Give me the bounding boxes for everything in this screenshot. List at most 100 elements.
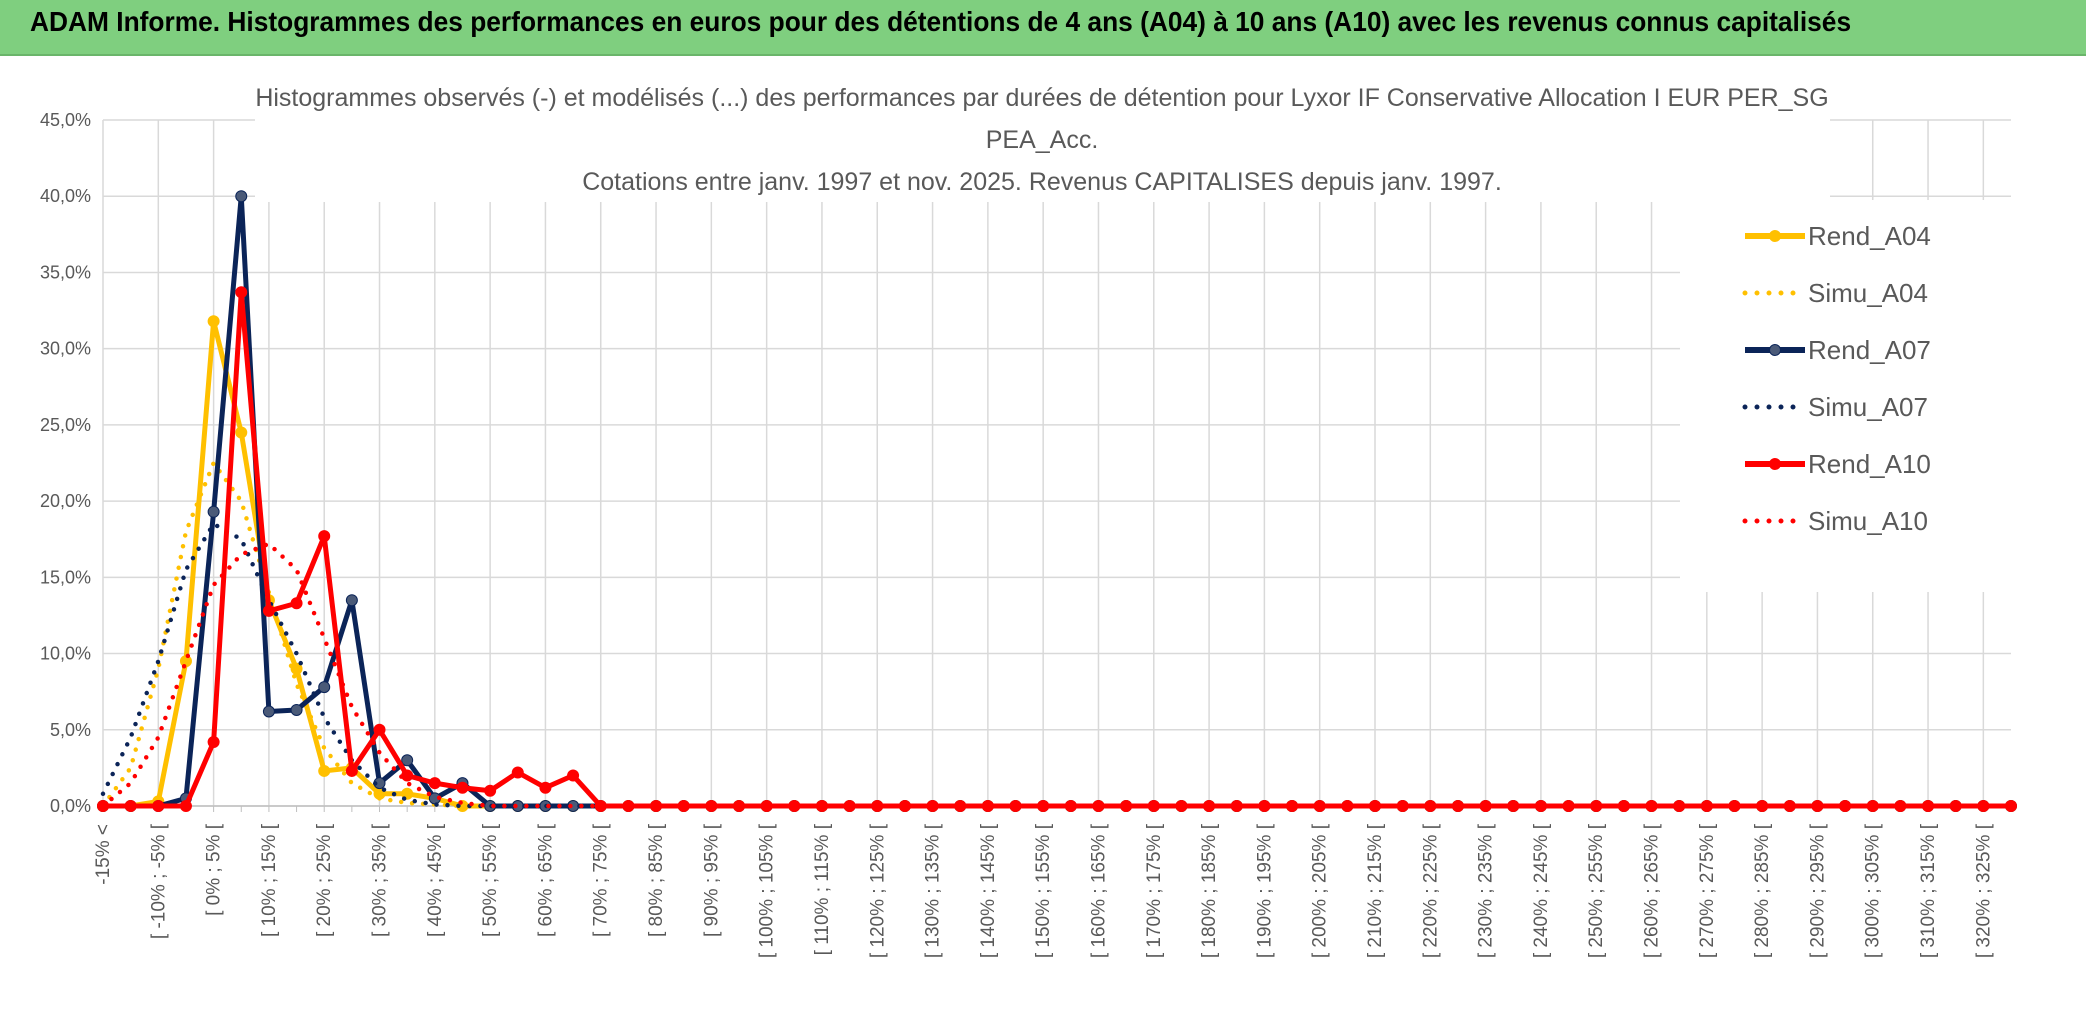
x-tick-label: [ 220% ; 225% [ <box>1420 823 1441 958</box>
x-tick-label: [ 70% ; 75% [ <box>591 823 612 937</box>
data-point <box>1534 800 1547 812</box>
x-tick-label: [ 80% ; 85% [ <box>646 823 667 937</box>
data-point <box>567 769 580 782</box>
data-point <box>179 800 192 812</box>
x-tick-label: [ 90% ; 95% [ <box>701 823 722 937</box>
data-point <box>235 190 248 203</box>
x-tick-label: [ 10% ; 15% [ <box>259 823 280 937</box>
x-tick-label: [ 260% ; 265% [ <box>1642 823 1663 958</box>
chart-title-line: Histogrammes observés (-) et modélisés (… <box>255 84 1828 112</box>
legend: Rend_A04 Simu_A04 Rend_A07 Simu_A07 Rend_A10… <box>1680 200 2020 592</box>
x-tick-label: [ 20% ; 25% [ <box>314 823 335 937</box>
x-tick-label: [ 200% ; 205% [ <box>1310 823 1331 958</box>
legend-item: Rend_A04 <box>1745 221 1931 251</box>
data-point <box>401 754 414 767</box>
legend-item: Rend_A07 <box>1745 335 1931 365</box>
x-tick-label: [ 310% ; 315% [ <box>1918 823 1939 958</box>
data-point <box>1507 800 1520 812</box>
legend-item: Simu_A07 <box>1742 392 1928 422</box>
data-point <box>262 604 275 617</box>
x-tick-label: [ 60% ; 65% [ <box>535 823 556 937</box>
x-tick-label: [ 160% ; 165% [ <box>1088 823 1109 958</box>
x-tick-label: [ 230% ; 235% [ <box>1476 823 1497 958</box>
legend-label: Rend_A07 <box>1808 335 1931 365</box>
x-tick-label: [ 40% ; 45% [ <box>425 823 446 937</box>
data-point <box>594 800 607 812</box>
data-point <box>456 781 469 794</box>
series-Simu_A04 <box>100 460 2014 809</box>
data-point <box>290 597 303 610</box>
series-line <box>100 460 2014 809</box>
x-tick-label: [ 210% ; 215% [ <box>1365 823 1386 958</box>
data-point <box>1617 800 1630 812</box>
legend-marker <box>1769 344 1781 356</box>
x-axis: -15% < [ -10% ; -5% [ [ 0% ; 5% [ [ 10% ; 1… <box>93 806 2012 958</box>
data-point <box>152 800 165 812</box>
data-point <box>235 426 248 439</box>
data-point <box>207 315 220 328</box>
report-title: ADAM Informe. Histogrammes des performan… <box>30 6 1852 37</box>
data-point <box>124 800 137 812</box>
y-tick-label: 10,0% <box>40 644 91 664</box>
data-point <box>1590 800 1603 812</box>
legend-item: Simu_A10 <box>1742 506 1928 536</box>
chart-title-line: Cotations entre janv. 1997 et nov. 2025.… <box>582 168 1502 196</box>
data-point <box>511 766 524 779</box>
data-point <box>318 681 331 694</box>
y-axis: 0,0% 5,0% 10,0% 15,0% 20,0% 25,0% 30,0% 35,0% 40… <box>40 110 91 816</box>
y-tick-label: 5,0% <box>50 720 91 740</box>
data-point <box>207 735 220 748</box>
data-point <box>622 800 635 812</box>
x-tick-label: [ 30% ; 35% [ <box>370 823 391 937</box>
data-point <box>373 723 386 736</box>
x-tick-label: [ 180% ; 185% [ <box>1199 823 1220 958</box>
data-point <box>2005 800 2017 812</box>
x-tick-label: [ 320% ; 325% [ <box>1973 823 1994 958</box>
x-tick-label: [ 190% ; 195% [ <box>1254 823 1275 958</box>
legend-label: Rend_A10 <box>1808 449 1931 479</box>
data-point <box>1562 800 1575 812</box>
x-tick-label: [ 120% ; 125% [ <box>867 823 888 958</box>
legend-marker <box>1769 230 1781 242</box>
report-banner: ADAM Informe. Histogrammes des performan… <box>0 0 2086 56</box>
series-line <box>100 541 2014 809</box>
y-tick-label: 20,0% <box>40 491 91 511</box>
y-tick-label: 0,0% <box>50 796 91 816</box>
x-tick-label: [ 280% ; 285% [ <box>1752 823 1773 958</box>
data-point <box>539 781 552 794</box>
legend-background <box>1680 200 2020 592</box>
data-point <box>401 769 414 782</box>
data-point <box>235 286 248 299</box>
data-point <box>1645 800 1658 812</box>
legend-marker <box>1769 458 1781 470</box>
data-point <box>318 764 331 777</box>
series-Simu_A10 <box>100 541 2014 809</box>
x-tick-label: [ 170% ; 175% [ <box>1144 823 1165 958</box>
series-group <box>97 190 2017 812</box>
data-point <box>345 764 358 777</box>
x-tick-label: [ 0% ; 5% [ <box>204 823 225 916</box>
title-background <box>255 80 1830 202</box>
data-point <box>345 594 358 607</box>
data-point <box>318 530 331 543</box>
x-tick-label: [ 140% ; 145% [ <box>978 823 999 958</box>
legend-label: Simu_A04 <box>1808 278 1928 308</box>
data-point <box>484 784 497 797</box>
y-tick-label: 15,0% <box>40 567 91 587</box>
y-tick-label: 25,0% <box>40 415 91 435</box>
chart-title-line: PEA_Acc. <box>986 126 1099 154</box>
x-tick-label: -15% < <box>93 824 114 885</box>
legend-label: Simu_A10 <box>1808 506 1928 536</box>
data-point <box>428 777 441 790</box>
y-tick-label: 45,0% <box>40 110 91 130</box>
legend-label: Simu_A07 <box>1808 392 1928 422</box>
data-point <box>207 505 220 518</box>
x-tick-label: [ 240% ; 245% [ <box>1531 823 1552 958</box>
x-tick-label: [ 130% ; 135% [ <box>923 823 944 958</box>
x-tick-label: [ -10% ; -5% [ <box>148 823 169 939</box>
legend-item: Rend_A10 <box>1745 449 1931 479</box>
chart-title: Histogrammes observés (-) et modélisés (… <box>255 80 1830 202</box>
x-tick-label: [ 290% ; 295% [ <box>1807 823 1828 958</box>
x-tick-label: [ 110% ; 115% [ <box>812 823 833 955</box>
data-point <box>650 800 663 812</box>
